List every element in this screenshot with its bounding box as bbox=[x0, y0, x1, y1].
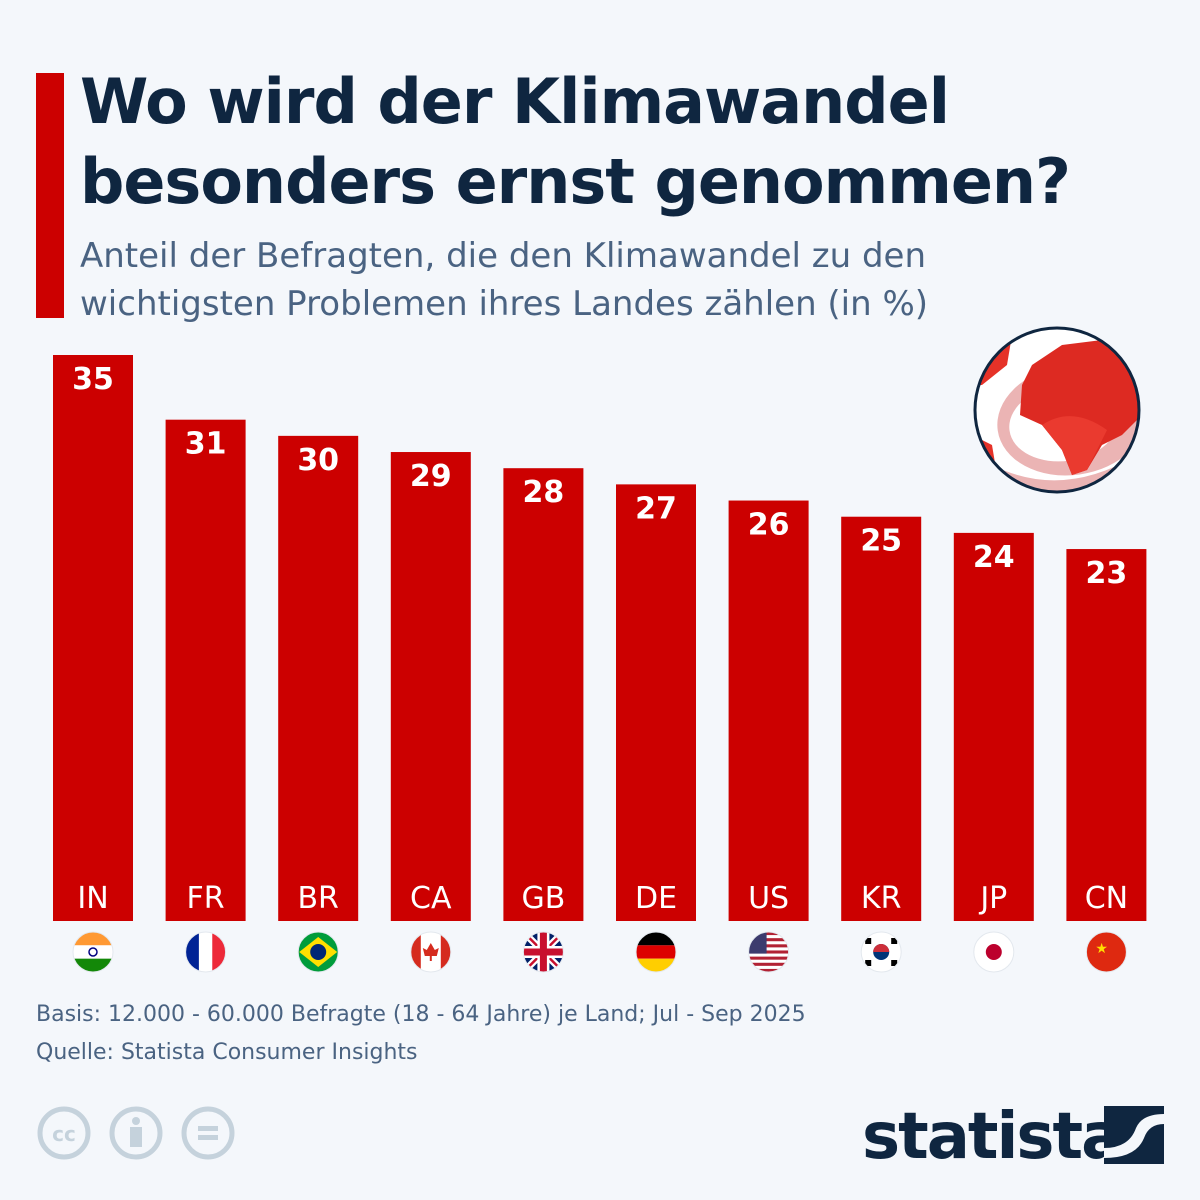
globe-icon bbox=[973, 326, 1141, 494]
svg-text:★: ★ bbox=[1095, 941, 1108, 957]
canada-flag-icon bbox=[410, 931, 452, 973]
category-label: US bbox=[748, 881, 789, 916]
data-label: 24 bbox=[973, 540, 1015, 575]
svg-text:cc: cc bbox=[52, 1122, 76, 1146]
statista-logo-mark bbox=[1104, 1106, 1164, 1164]
bar-chart: 35 IN 31 FR 30 BR 29 CA 28 GB 27 DE 26 US 25 KR 24 JP 23 CN… bbox=[53, 355, 1147, 973]
bar-gb bbox=[503, 468, 584, 921]
data-label: 26 bbox=[748, 508, 790, 543]
data-label: 30 bbox=[297, 443, 339, 478]
japan-flag-icon bbox=[973, 931, 1015, 973]
germany-flag-icon bbox=[635, 931, 677, 973]
data-label: 28 bbox=[523, 475, 565, 510]
bar-br bbox=[278, 435, 359, 921]
no-derivatives-icon[interactable] bbox=[181, 1106, 235, 1160]
bar-in bbox=[53, 355, 133, 921]
bar-cn bbox=[1066, 549, 1147, 921]
statista-logo[interactable]: statista bbox=[862, 1100, 1124, 1174]
data-label: 31 bbox=[185, 427, 227, 462]
category-label: BR bbox=[297, 881, 338, 916]
attribution-icon[interactable] bbox=[109, 1106, 163, 1160]
category-label: CA bbox=[410, 881, 452, 916]
data-label: 27 bbox=[635, 491, 677, 526]
bar-kr bbox=[841, 516, 922, 921]
china-flag-icon: ★ bbox=[1085, 931, 1127, 973]
category-label: FR bbox=[187, 881, 225, 916]
page-subtitle: Anteil der Befragten, die den Klimawande… bbox=[80, 236, 929, 324]
uk-flag-icon bbox=[522, 931, 564, 973]
data-label: 35 bbox=[72, 362, 114, 397]
category-label: IN bbox=[77, 881, 108, 916]
korea-flag-icon bbox=[860, 931, 902, 973]
brazil-flag-icon bbox=[297, 931, 339, 973]
bar-jp bbox=[953, 532, 1034, 921]
title-accent-bar bbox=[36, 73, 64, 318]
data-label: 29 bbox=[410, 459, 452, 494]
bar-us bbox=[728, 500, 809, 921]
category-label: JP bbox=[978, 881, 1007, 916]
data-label: 25 bbox=[860, 524, 902, 559]
india-flag-icon bbox=[72, 931, 114, 973]
category-label: GB bbox=[521, 881, 565, 916]
bar-fr bbox=[165, 419, 246, 921]
category-label: CN bbox=[1085, 881, 1128, 916]
bar-ca bbox=[390, 452, 471, 921]
footer-basis: Basis: 12.000 - 60.000 Befragte (18 - 64… bbox=[36, 1002, 806, 1027]
page-title: Wo wird der Klimawandel besonders ernst … bbox=[80, 65, 1071, 218]
usa-flag-icon bbox=[748, 931, 790, 973]
footer-source: Quelle: Statista Consumer Insights bbox=[36, 1040, 418, 1065]
category-label: DE bbox=[635, 881, 677, 916]
france-flag-icon bbox=[185, 931, 227, 973]
cc-icon[interactable]: cc bbox=[37, 1106, 91, 1160]
bar-de bbox=[616, 484, 696, 921]
category-label: KR bbox=[861, 881, 902, 916]
data-label: 23 bbox=[1086, 556, 1128, 591]
